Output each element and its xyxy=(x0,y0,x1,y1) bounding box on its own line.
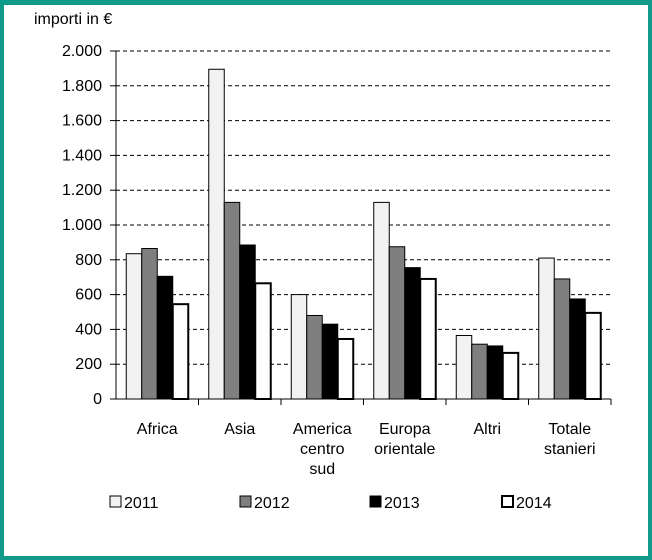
y-tick-label: 400 xyxy=(75,321,102,338)
legend: 2011 2012 2013 2014 xyxy=(109,495,552,512)
bar-2011 xyxy=(208,68,225,400)
bar-2011 xyxy=(455,334,473,400)
y-tick-label: 200 xyxy=(75,356,102,373)
legend-swatch-2013 xyxy=(369,495,382,508)
bar-2014 xyxy=(171,303,190,401)
bar-2011 xyxy=(538,257,555,400)
x-tick-label: orientale xyxy=(374,441,435,458)
bar-2011 xyxy=(290,294,308,400)
legend-label: 2012 xyxy=(254,495,290,512)
legend-label: 2014 xyxy=(516,495,552,512)
x-tick-label: Europa xyxy=(379,421,431,438)
bar-2013 xyxy=(486,345,504,400)
bar-2012 xyxy=(306,314,323,400)
y-axis-label: importi in € xyxy=(34,11,112,28)
bars xyxy=(125,68,602,401)
x-tick-label: Africa xyxy=(137,421,178,438)
bar-2012 xyxy=(553,278,571,400)
legend-swatch-2014 xyxy=(501,495,514,508)
y-tick-label: 1.200 xyxy=(62,182,102,199)
bar-2013 xyxy=(569,298,586,400)
x-tick-label: Altri xyxy=(473,421,501,438)
y-tick-label: 1.400 xyxy=(62,147,102,164)
bar-2014 xyxy=(336,337,355,400)
x-tick-label: America xyxy=(293,421,352,438)
bar-2014 xyxy=(419,277,437,400)
bar-2012 xyxy=(471,343,488,400)
y-tick-label: 1.800 xyxy=(62,78,102,95)
y-tick-label: 2.000 xyxy=(62,43,102,60)
y-tick-label: 800 xyxy=(75,252,102,269)
bar-2014 xyxy=(501,351,520,401)
label-clip-mask xyxy=(300,480,380,494)
gridlines xyxy=(116,50,611,365)
bar-2013 xyxy=(321,323,339,400)
x-tick-label: centro xyxy=(300,441,345,458)
bar-2014 xyxy=(584,311,602,400)
bar-2011 xyxy=(125,253,143,400)
y-tick-label: 1.000 xyxy=(62,217,102,234)
y-tick-labels: 0 200 400 600 800 1.000 1.200 1.400 1.600 1.800 2.… xyxy=(62,43,102,408)
legend-label: 2013 xyxy=(384,495,420,512)
bar-2012 xyxy=(388,246,406,400)
legend-swatch-2011 xyxy=(109,495,122,508)
x-tick-label: stanieri xyxy=(544,441,596,458)
bar-2012 xyxy=(141,247,158,400)
y-tick-label: 1.600 xyxy=(62,113,102,130)
bar-2013 xyxy=(239,244,256,400)
x-tick-label: Totale xyxy=(548,421,591,438)
bar-2013 xyxy=(156,275,174,400)
bar-2014 xyxy=(254,282,272,401)
legend-label: 2011 xyxy=(124,495,159,512)
bar-2011 xyxy=(373,201,390,400)
bar-2012 xyxy=(223,201,241,400)
y-tick-label: 0 xyxy=(93,391,102,408)
y-tick-label: 600 xyxy=(75,287,102,304)
bar-2013 xyxy=(404,267,421,400)
axes xyxy=(110,50,612,405)
legend-swatch-2012 xyxy=(239,495,252,508)
x-tick-labels: Africa Asia America centro sud Europa oriental… xyxy=(137,421,596,494)
x-tick-label: sud xyxy=(309,461,335,478)
x-tick-label: Asia xyxy=(224,421,255,438)
